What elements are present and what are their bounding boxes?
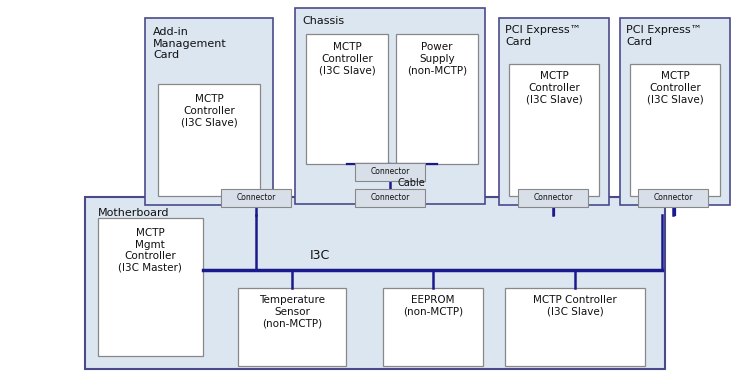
Text: PCI Express™
Card: PCI Express™ Card xyxy=(626,25,702,47)
Bar xyxy=(620,18,730,205)
Bar xyxy=(238,288,346,366)
Text: MCTP Controller
(I3C Slave): MCTP Controller (I3C Slave) xyxy=(533,295,617,317)
Bar xyxy=(383,288,483,366)
Bar xyxy=(396,34,478,164)
Text: MCTP
Controller
(I3C Slave): MCTP Controller (I3C Slave) xyxy=(180,94,238,127)
Text: Connector: Connector xyxy=(370,193,410,203)
Text: Connector: Connector xyxy=(370,168,410,177)
Text: MCTP
Controller
(I3C Slave): MCTP Controller (I3C Slave) xyxy=(319,42,375,75)
Text: Connector: Connector xyxy=(236,193,276,203)
Bar xyxy=(355,189,425,207)
Text: Connector: Connector xyxy=(533,193,573,203)
Bar xyxy=(145,18,273,205)
Text: PCI Express™
Card: PCI Express™ Card xyxy=(505,25,581,47)
Bar xyxy=(221,189,291,207)
Bar xyxy=(158,84,260,196)
Text: Add-in
Management
Card: Add-in Management Card xyxy=(153,27,227,60)
Text: Temperature
Sensor
(non-MCTP): Temperature Sensor (non-MCTP) xyxy=(259,295,325,328)
Bar xyxy=(98,218,203,356)
Bar xyxy=(638,189,708,207)
Text: Motherboard: Motherboard xyxy=(98,208,169,218)
Text: MCTP
Controller
(I3C Slave): MCTP Controller (I3C Slave) xyxy=(526,71,582,104)
Bar xyxy=(295,8,485,204)
Bar xyxy=(630,64,720,196)
Text: I3C: I3C xyxy=(310,249,330,262)
Text: MCTP
Mgmt
Controller
(I3C Master): MCTP Mgmt Controller (I3C Master) xyxy=(118,228,182,273)
Text: MCTP
Controller
(I3C Slave): MCTP Controller (I3C Slave) xyxy=(647,71,703,104)
Bar xyxy=(306,34,388,164)
Text: Power
Supply
(non-MCTP): Power Supply (non-MCTP) xyxy=(407,42,467,75)
Bar xyxy=(499,18,609,205)
Bar xyxy=(509,64,599,196)
Bar xyxy=(505,288,645,366)
Bar xyxy=(355,163,425,181)
Text: Connector: Connector xyxy=(653,193,693,203)
Text: Cable: Cable xyxy=(398,178,426,188)
Text: EEPROM
(non-MCTP): EEPROM (non-MCTP) xyxy=(403,295,463,317)
Bar xyxy=(85,197,665,369)
Text: Chassis: Chassis xyxy=(302,16,344,26)
Bar xyxy=(518,189,588,207)
